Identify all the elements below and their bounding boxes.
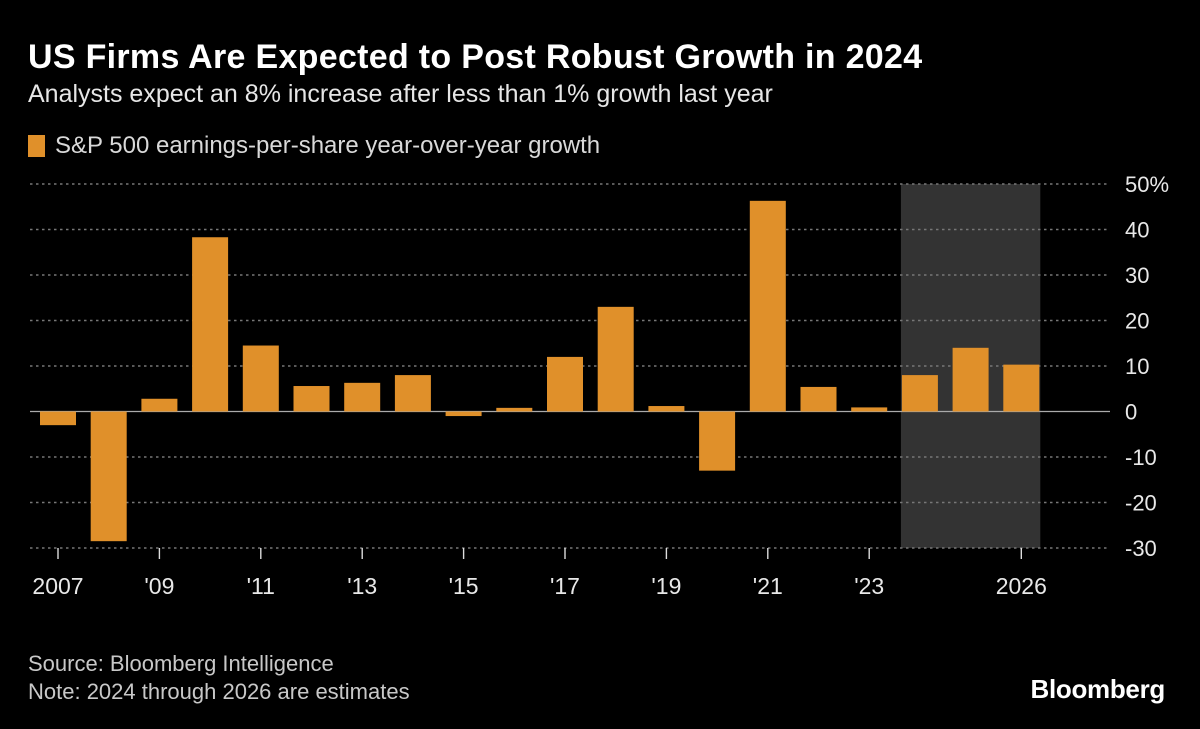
bar-2010	[192, 237, 229, 412]
bloomberg-logo: Bloomberg	[1030, 674, 1165, 704]
y-tick-label--10: -10	[1125, 445, 1157, 470]
y-tick-label-10: 10	[1125, 354, 1149, 379]
bar-2023	[851, 407, 888, 412]
legend-label: S&P 500 earnings-per-share year-over-yea…	[55, 132, 601, 159]
y-axis-labels: 50% 40 30 20 10 0 -10 -20 -30	[1125, 172, 1169, 561]
x-tick-label-2009: '09	[144, 573, 174, 599]
y-tick-label-0: 0	[1125, 400, 1137, 425]
bar-2018	[597, 306, 634, 412]
x-tick-label-2011: '11	[247, 573, 275, 599]
y-tick-label--20: -20	[1125, 491, 1157, 516]
legend: S&P 500 earnings-per-share year-over-yea…	[28, 131, 600, 161]
bars	[40, 200, 1040, 542]
bar-2026	[1003, 364, 1040, 412]
chart-subtitle: Analysts expect an 8% increase after les…	[28, 80, 773, 108]
bar-2015	[445, 411, 482, 417]
y-tick-label-50: 50%	[1125, 172, 1169, 197]
bar-2009	[141, 398, 178, 412]
bar-2014	[394, 375, 431, 412]
y-tick-label--30: -30	[1125, 536, 1157, 561]
bar-2008	[90, 411, 127, 542]
legend-swatch	[28, 135, 45, 157]
bar-2017	[547, 356, 583, 412]
x-tick-label-2021: '21	[753, 573, 783, 599]
chart-title: US Firms Are Expected to Post Robust Gro…	[28, 38, 923, 76]
bar-2011	[242, 345, 279, 412]
estimate-note: Note: 2024 through 2026 are estimates	[28, 679, 410, 704]
bar-2021	[749, 200, 786, 412]
bar-2016	[496, 407, 533, 412]
bar-2020	[699, 411, 736, 471]
footer: Source: Bloomberg Intelligence Note: 202…	[28, 650, 410, 706]
x-tick-label-2019: '19	[651, 573, 681, 599]
bar-2025	[952, 347, 989, 412]
x-tick-label-2026: 2026	[996, 573, 1047, 599]
x-tick-label-2023: '23	[854, 573, 884, 599]
x-tick-label-2017: '17	[550, 573, 580, 599]
y-tick-label-20: 20	[1125, 309, 1149, 334]
x-tick-label-2007: 2007	[32, 573, 83, 599]
x-axis: 2007 '09 '11 '13 '15 '17 '19 '21 '23 2026	[32, 548, 1047, 599]
bar-2019	[648, 406, 685, 412]
bar-2012	[293, 386, 330, 412]
x-tick-label-2015: '15	[449, 573, 479, 599]
bar-2022	[800, 386, 837, 412]
bar-2007	[40, 411, 76, 426]
bar-2013	[344, 382, 381, 412]
bar-2024	[901, 375, 938, 412]
y-tick-label-30: 30	[1125, 263, 1149, 288]
source-note: Source: Bloomberg Intelligence	[28, 651, 334, 676]
x-tick-label-2013: '13	[347, 573, 377, 599]
y-tick-label-40: 40	[1125, 218, 1149, 243]
